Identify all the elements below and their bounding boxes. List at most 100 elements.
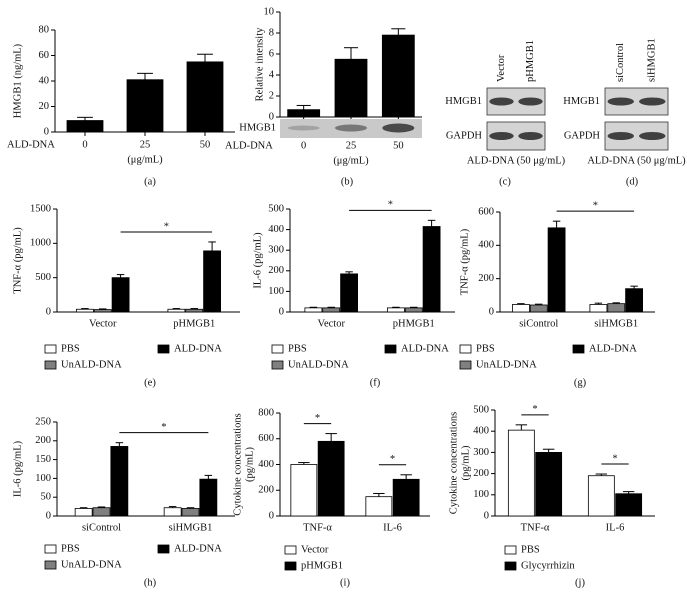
x-axis-label: (μg/mL) [127, 154, 163, 165]
bar [422, 226, 441, 313]
bar [186, 61, 224, 133]
y-tick-label: 300 [268, 245, 284, 256]
bar [625, 288, 643, 313]
legend-label: PBS [61, 343, 80, 354]
panel-label: (a) [144, 176, 156, 187]
bar [404, 307, 423, 313]
y-tick-label: 300 [473, 447, 489, 458]
y-axis-label: Cytokine concentrations [232, 413, 243, 515]
blot-band [489, 97, 514, 106]
significance-label: * [161, 422, 166, 433]
bar [290, 464, 318, 517]
legend-label: Vector [301, 544, 329, 555]
x-tick-label: 0 [82, 139, 87, 150]
panel-label: (f) [370, 377, 381, 388]
bar [126, 79, 164, 133]
blot-row-label: GAPDH [564, 130, 601, 141]
bar [92, 507, 111, 517]
y-tick-label: 200 [258, 485, 274, 496]
y-tick-label: 100 [268, 286, 284, 297]
x-tick-label: 0 [301, 140, 306, 151]
blot-row-label: HMGB1 [563, 96, 600, 107]
bar [74, 508, 93, 517]
bar [365, 496, 393, 517]
y-tick-label: 0 [489, 306, 494, 317]
bar [381, 34, 415, 118]
bar [334, 58, 368, 118]
y-tick-label: 8 [269, 27, 274, 38]
y-tick-label: 150 [35, 454, 51, 465]
bar [317, 440, 345, 517]
blot-band [335, 124, 367, 132]
legend-label: PBS [521, 544, 540, 555]
x-tick-label: pHMGB1 [173, 318, 215, 329]
legend-label: ALD-DNA [174, 343, 222, 354]
y-tick-label: 60 [39, 50, 50, 61]
y-axis-label: (pg/mL) [460, 445, 471, 480]
bar [340, 273, 359, 313]
bar [392, 478, 420, 517]
y-tick-label: 250 [35, 416, 51, 427]
y-axis-label: IL-6 (pg/mL) [12, 440, 23, 497]
blot-caption: ALD-DNA (50 μg/mL) [587, 155, 686, 166]
y-tick-label: 100 [473, 489, 489, 500]
legend-swatch [44, 360, 57, 370]
blot-band [518, 97, 543, 106]
legend-swatch [44, 560, 57, 570]
significance-label: * [388, 200, 393, 211]
blot-band [287, 125, 320, 131]
y-tick-label: 20 [39, 101, 50, 112]
y-tick-label: 400 [473, 426, 489, 437]
bar [304, 307, 323, 313]
blot-caption: ALD-DNA (50 μg/mL) [467, 155, 566, 166]
y-tick-label: 600 [258, 433, 274, 444]
panel-label: (h) [144, 577, 157, 588]
legend-swatch [284, 561, 297, 571]
legend-swatch [157, 344, 170, 354]
x-tick-label: 50 [200, 139, 211, 150]
legend-label: ALD-DNA [174, 543, 222, 554]
x-tick-label: Vector [318, 318, 346, 329]
significance-label: * [390, 454, 395, 465]
y-axis-label: TNF-α (pg/mL) [459, 228, 470, 295]
blot-band [607, 97, 634, 106]
legend-swatch [504, 561, 517, 571]
x-tick-label: 50 [393, 140, 404, 151]
bar [181, 508, 200, 517]
bar [110, 446, 129, 517]
x-tick-label: Vector [89, 318, 117, 329]
legend-label: PBS [476, 343, 495, 354]
bar [386, 307, 405, 313]
x-tick-label: pHMGB1 [393, 318, 435, 329]
panel-label: (b) [341, 176, 354, 187]
y-tick-label: 0 [44, 126, 49, 137]
bar [163, 507, 182, 517]
x-tick-label: IL-6 [383, 522, 402, 533]
y-axis-label: IL-6 (pg/mL) [252, 232, 263, 289]
lane-label: siHMGB1 [647, 38, 658, 82]
bar [507, 429, 535, 517]
bar [203, 250, 222, 313]
bar [167, 308, 186, 313]
bar [589, 304, 608, 313]
blot-label: HMGB1 [239, 122, 276, 133]
bar [93, 309, 112, 313]
bar [529, 304, 548, 313]
y-tick-label: 200 [268, 265, 284, 276]
lane-label: siControl [615, 43, 626, 82]
y-tick-label: 200 [35, 435, 51, 446]
y-tick-label: 600 [478, 206, 494, 217]
y-tick-label: 0 [269, 510, 274, 521]
blot-band [518, 132, 543, 140]
panel-label: (d) [626, 176, 639, 187]
x-tick-label: TNF-α [521, 522, 550, 533]
legend-label: UnALD-DNA [61, 359, 122, 370]
y-tick-label: 200 [473, 468, 489, 479]
bar [587, 475, 615, 517]
x-tick-label: siHMGB1 [169, 522, 213, 533]
y-tick-label: 4 [269, 69, 275, 80]
bar [512, 304, 530, 313]
blot-band [639, 97, 666, 106]
y-tick-label: 80 [39, 24, 50, 35]
y-tick-label: 0 [279, 306, 284, 317]
